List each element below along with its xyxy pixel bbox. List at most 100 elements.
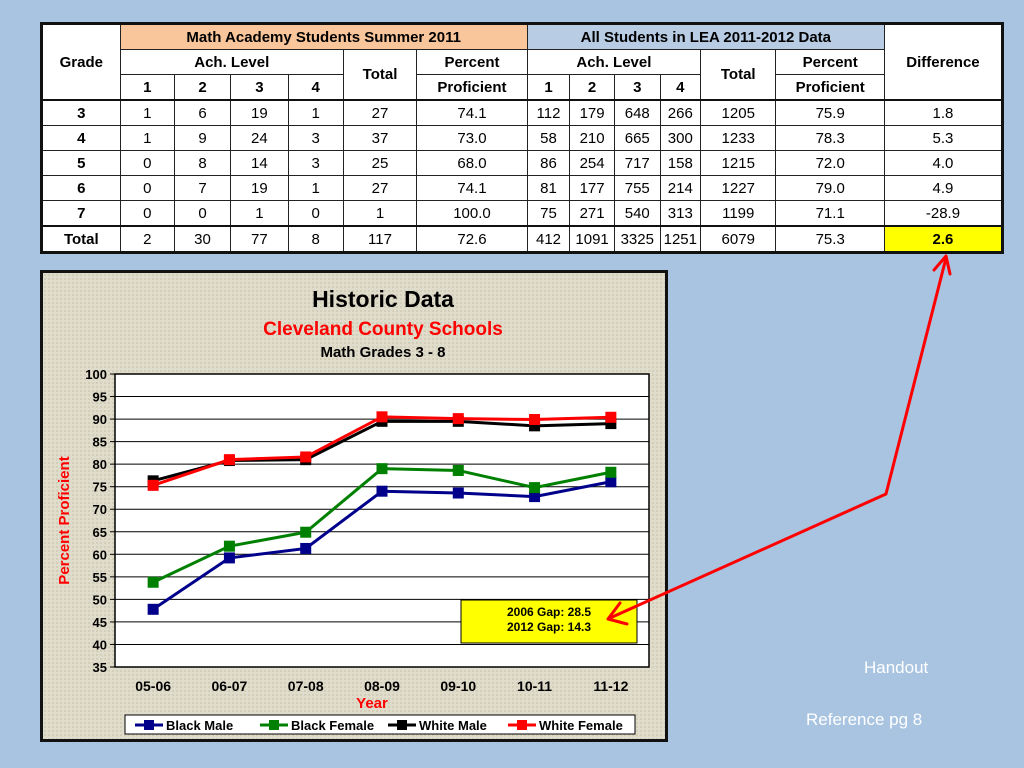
x-axis-label: Year <box>356 695 388 712</box>
y-tick-label: 65 <box>93 525 107 540</box>
x-tick-label: 07-08 <box>288 678 324 694</box>
difference-cell: 1.8 <box>883 99 1004 126</box>
table-row: Total 2 30 77 8 117 72.6 412 1091 3325 1251 6079 75.… <box>41 225 1004 253</box>
x-tick-label: 06-07 <box>212 678 248 694</box>
table-row: 7 0 0 1 0 1 100.0 75 271 540 313 1199 71.1 -28.9 <box>41 200 1004 227</box>
academy-cell: 1 <box>342 200 418 227</box>
grade-cell: 6 <box>41 175 121 201</box>
lea-cell: 313 <box>659 200 702 227</box>
lea-cell: 6079 <box>699 225 777 253</box>
lea-cell: 79.0 <box>775 175 885 201</box>
academy-total-header: Total <box>342 49 418 101</box>
chart-panel: Historic Data Cleveland County Schools Mat… <box>40 270 668 742</box>
lea-cell: 1251 <box>659 225 702 253</box>
y-tick-label: 40 <box>93 637 107 652</box>
academy-cell: 7 <box>173 175 232 201</box>
data-point <box>529 414 541 426</box>
legend-swatch-marker <box>269 720 279 730</box>
lea-cell: 1199 <box>699 200 777 227</box>
academy-cell: 25 <box>342 150 418 176</box>
academy-cell: 0 <box>119 175 175 201</box>
arrowhead-top-icon <box>932 254 952 276</box>
lea-cell: 78.3 <box>775 125 885 151</box>
table-row: 3 1 6 19 1 27 74.1 112 179 648 266 1205 75.9 1.8 <box>41 99 1004 126</box>
lea-cell: 86 <box>526 150 571 176</box>
academy-cell: 27 <box>342 99 418 126</box>
data-point <box>452 413 464 425</box>
academy-percent-header: Percent <box>416 49 528 75</box>
lea-cell: 75.9 <box>775 99 885 126</box>
data-point <box>376 463 388 475</box>
reference-note: Reference pg 8 <box>806 710 923 729</box>
academy-cell: 72.6 <box>416 225 528 253</box>
grade-cell: 4 <box>41 125 121 151</box>
table-row: 6 0 7 19 1 27 74.1 81 177 755 214 1227 79.0 4.9 <box>41 175 1004 201</box>
academy-cell: 1 <box>287 175 344 201</box>
lea-cell: 1227 <box>699 175 777 201</box>
gap-annotation-text: 2012 Gap: 14.3 <box>507 620 591 634</box>
grade-cell: 5 <box>41 150 121 176</box>
lea-cell: 3325 <box>613 225 661 253</box>
data-point <box>147 603 159 615</box>
y-tick-label: 85 <box>93 435 107 450</box>
lea-total-header: Total <box>699 49 777 101</box>
data-point <box>376 411 388 423</box>
academy-cell: 1 <box>287 99 344 126</box>
lea-cell: 75.3 <box>775 225 885 253</box>
grade-cell: Total <box>41 225 121 253</box>
lea-cell: 271 <box>569 200 615 227</box>
lea-cell: 266 <box>659 99 702 126</box>
table-row: 4 1 9 24 3 37 73.0 58 210 665 300 1233 78.3 5.3 <box>41 125 1004 151</box>
lea-cell: 717 <box>613 150 661 176</box>
academy-level-3-header: 3 <box>230 74 289 101</box>
data-point <box>223 540 235 552</box>
x-tick-label: 09-10 <box>440 678 476 694</box>
lea-cell: 1091 <box>569 225 615 253</box>
x-tick-label: 08-09 <box>364 678 400 694</box>
lea-cell: 412 <box>526 225 571 253</box>
lea-cell: 177 <box>569 175 615 201</box>
y-tick-label: 100 <box>85 367 107 382</box>
lea-cell: 665 <box>613 125 661 151</box>
academy-cell: 2 <box>119 225 175 253</box>
lea-cell: 112 <box>526 99 571 126</box>
data-point <box>300 542 312 554</box>
academy-cell: 19 <box>230 175 289 201</box>
lea-ach-level-header: Ach. Level <box>526 49 702 75</box>
academy-level-1-header: 1 <box>119 74 175 101</box>
difference-cell: -28.9 <box>883 200 1004 227</box>
academy-cell: 77 <box>230 225 289 253</box>
lea-cell: 755 <box>613 175 661 201</box>
y-tick-label: 90 <box>93 412 107 427</box>
academy-cell: 30 <box>173 225 232 253</box>
lea-cell: 75 <box>526 200 571 227</box>
lea-cell: 1205 <box>699 99 777 126</box>
data-point <box>452 464 464 476</box>
academy-cell: 74.1 <box>416 99 528 126</box>
academy-cell: 0 <box>119 200 175 227</box>
academy-proficient-header: Proficient <box>416 74 528 101</box>
legend-swatch-marker <box>144 720 154 730</box>
table-row: 5 0 8 14 3 25 68.0 86 254 717 158 1215 72.0 4.0 <box>41 150 1004 176</box>
y-tick-label: 80 <box>93 457 107 472</box>
academy-cell: 1 <box>119 125 175 151</box>
lea-cell: 1215 <box>699 150 777 176</box>
y-tick-label: 75 <box>93 480 107 495</box>
lea-cell: 179 <box>569 99 615 126</box>
legend-entry: Black Female <box>291 718 374 733</box>
lea-cell: 58 <box>526 125 571 151</box>
legend-swatch-marker <box>517 720 527 730</box>
academy-level-4-header: 4 <box>287 74 344 101</box>
lea-cell: 648 <box>613 99 661 126</box>
lea-cell: 158 <box>659 150 702 176</box>
difference-header: Difference <box>883 23 1004 101</box>
lea-group-header: All Students in LEA 2011-2012 Data <box>526 23 885 50</box>
academy-cell: 3 <box>287 125 344 151</box>
academy-cell: 1 <box>119 99 175 126</box>
lea-proficient-header: Proficient <box>775 74 885 101</box>
data-point <box>529 482 541 494</box>
y-tick-label: 70 <box>93 502 107 517</box>
difference-cell: 4.9 <box>883 175 1004 201</box>
lea-cell: 300 <box>659 125 702 151</box>
lea-cell: 214 <box>659 175 702 201</box>
